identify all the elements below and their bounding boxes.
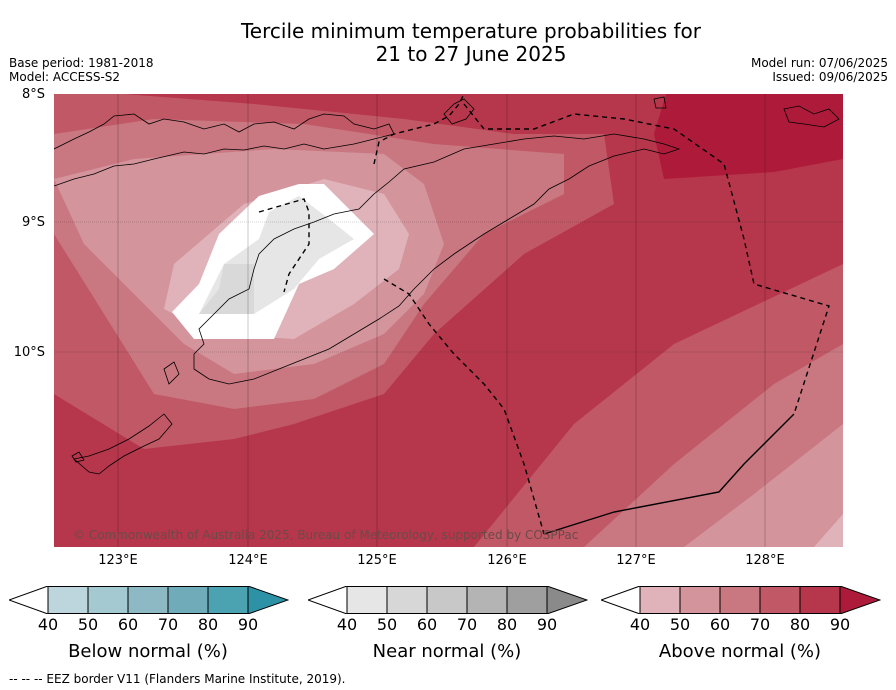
above-tick-70: 70	[749, 615, 771, 634]
eez-footnote: -- -- -- EEZ border V11 (Flanders Marine…	[9, 672, 346, 686]
colorbar-above-triangle-right	[839, 586, 881, 614]
map-title: Tercile minimum temperature probabilitie…	[0, 20, 896, 66]
colorbar-below-seg-40-50	[47, 586, 89, 614]
band-above-40-se	[814, 514, 843, 547]
coastlines	[54, 96, 840, 475]
colorbar-below-triangle-right	[247, 586, 289, 614]
colorbar-above-frame	[639, 586, 841, 614]
meta-right: Model run: 07/06/2025 Issued: 09/06/2025	[751, 56, 888, 84]
eez-line-south	[383, 278, 545, 535]
colorbar-near-triangle-right	[546, 586, 588, 614]
title-line-2: 21 to 27 June 2025	[375, 42, 567, 66]
coast-sawu	[71, 451, 85, 463]
eez-line-north-east	[463, 103, 830, 415]
lat-label-8s: 8°S	[21, 87, 45, 102]
colorbar-near-frame	[346, 586, 548, 614]
coast-wetar	[443, 98, 475, 125]
near-tick-50: 50	[376, 615, 398, 634]
lon-label-126e: 126°E	[487, 553, 527, 568]
lon-label-128e: 128°E	[745, 553, 785, 568]
near-normal-label: Near normal (%)	[372, 641, 522, 662]
above-tick-40: 40	[629, 615, 651, 634]
below-tick-50: 50	[77, 615, 99, 634]
lon-label-124e: 124°E	[228, 553, 268, 568]
coast-flores-alor	[54, 113, 395, 187]
colorbar-below	[9, 586, 289, 614]
probability-map	[54, 94, 843, 547]
lon-label-123e: 123°E	[98, 553, 138, 568]
band-near-gray	[199, 264, 254, 314]
colorbar-below-seg-80-90	[207, 586, 249, 614]
colorbar-above-seg-80-90	[799, 586, 841, 614]
colorbar-above-seg-70-80	[759, 586, 801, 614]
colorbar-below-seg-70-80	[167, 586, 209, 614]
issued-date: Issued: 09/06/2025	[772, 70, 888, 84]
colorbar-above-seg-40-50	[639, 586, 681, 614]
below-tick-80: 80	[197, 615, 219, 634]
colorbar-near-seg-80-90	[506, 586, 548, 614]
graticule	[54, 94, 843, 547]
below-tick-60: 60	[117, 615, 139, 634]
copyright-notice: © Commonwealth of Australia 2025, Bureau…	[73, 528, 579, 542]
lon-label-125e: 125°E	[357, 553, 397, 568]
lon-label-127e: 127°E	[616, 553, 656, 568]
coast-timor	[193, 133, 681, 385]
below-normal-label: Below normal (%)	[68, 641, 228, 662]
base-period: Base period: 1981-2018	[9, 56, 154, 70]
model-run: Model run: 07/06/2025	[750, 56, 888, 70]
colorbar-near-seg-60-70	[426, 586, 468, 614]
near-tick-90: 90	[536, 615, 558, 634]
colorbar-below-triangle-left	[9, 586, 49, 614]
below-tick-90: 90	[237, 615, 259, 634]
coast-roti	[163, 361, 180, 385]
eez-line-north	[373, 94, 465, 165]
map-svg	[54, 94, 843, 547]
above-tick-50: 50	[669, 615, 691, 634]
colorbar-near-triangle-left	[308, 586, 348, 614]
colorbar-near	[308, 586, 588, 614]
coast-sumba	[73, 413, 173, 475]
title-line-1: Tercile minimum temperature probabilitie…	[240, 19, 702, 43]
below-tick-40: 40	[37, 615, 59, 634]
near-tick-40: 40	[336, 615, 358, 634]
colorbar-below-frame	[47, 586, 249, 614]
eez-line-south-solid	[543, 413, 795, 535]
colorbar-near-seg-50-60	[386, 586, 428, 614]
near-tick-80: 80	[496, 615, 518, 634]
colorbar-above	[601, 586, 881, 614]
colorbar-near-seg-70-80	[466, 586, 508, 614]
eez-border	[258, 94, 830, 535]
lat-label-10s: 10°S	[13, 345, 45, 360]
below-tick-70: 70	[157, 615, 179, 634]
colorbar-above-seg-60-70	[719, 586, 761, 614]
model-name: Model: ACCESS-S2	[9, 70, 121, 84]
colorbar-below-seg-60-70	[127, 586, 169, 614]
above-tick-80: 80	[789, 615, 811, 634]
eez-line-west	[258, 198, 310, 293]
colorbar-above-seg-50-60	[679, 586, 721, 614]
near-tick-70: 70	[456, 615, 478, 634]
colorbar-above-triangle-left	[601, 586, 641, 614]
coast-north-islands	[653, 96, 840, 128]
above-tick-60: 60	[709, 615, 731, 634]
above-normal-label: Above normal (%)	[658, 641, 822, 662]
meta-left: Base period: 1981-2018 Model: ACCESS-S2	[9, 56, 154, 84]
lat-label-9s: 9°S	[21, 215, 45, 230]
colorbar-below-seg-50-60	[87, 586, 129, 614]
near-tick-60: 60	[416, 615, 438, 634]
above-tick-90: 90	[829, 615, 851, 634]
band-above-50-se	[684, 424, 843, 547]
band-above-90-ne	[654, 94, 843, 179]
colorbar-near-seg-40-50	[346, 586, 388, 614]
